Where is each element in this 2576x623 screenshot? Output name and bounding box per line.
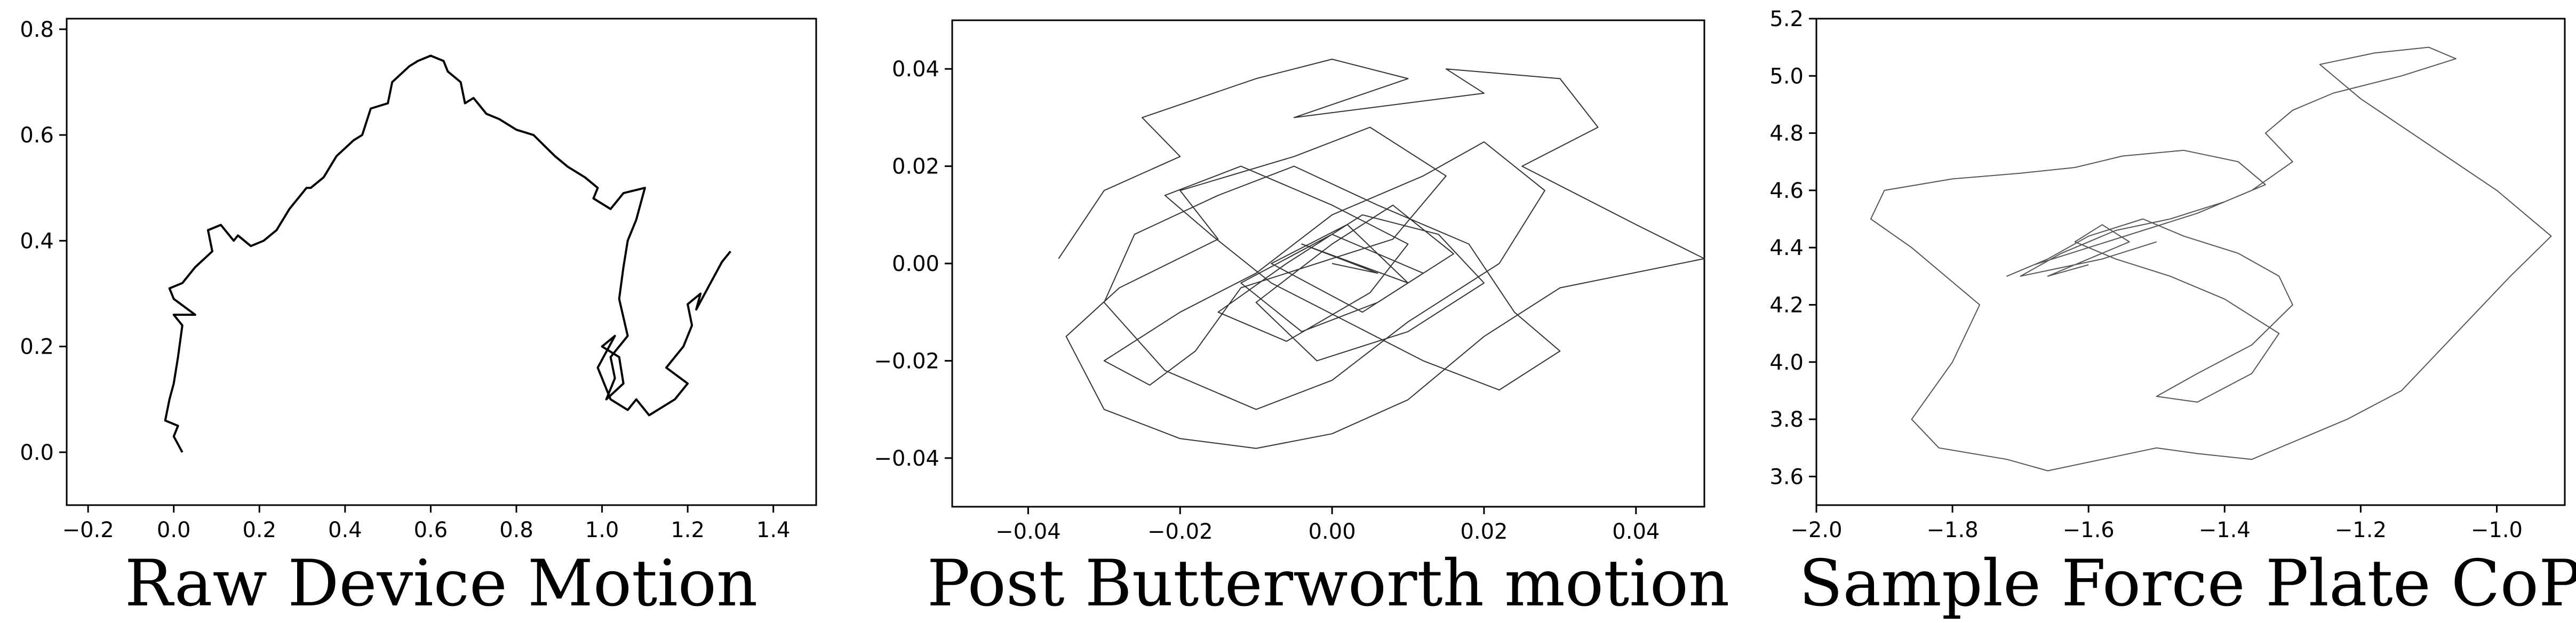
y-tick-label: 4.2 (1769, 293, 1804, 317)
series-line (1058, 59, 1705, 449)
y-tick-label: 0.4 (20, 229, 54, 253)
series-line (1870, 46, 2552, 472)
x-tick-label: −1.2 (2335, 518, 2387, 542)
y-tick-label: 0.2 (20, 335, 54, 360)
series-lines (164, 54, 731, 453)
panel-title: Raw Device Motion (125, 547, 758, 621)
y-tick-label: 3.6 (1769, 465, 1804, 489)
series-lines (1870, 46, 2552, 472)
y-tick-label: 4.8 (1769, 122, 1804, 146)
panel-raw-device-motion: −0.2 0.0 0.2 0.4 0.6 0.8 1.0 1.2 1.4 0.00.20.40.… (20, 18, 817, 621)
x-axis-ticks: −0.2 0.0 0.2 0.4 0.6 0.8 1.0 1.2 1.4 (62, 505, 791, 542)
x-tick-label: 0.6 (414, 518, 448, 542)
panel-post-butterworth-motion: −0.04 −0.02 0.00 0.02 0.04 −0.04 −0.02 0.00 0.0… (874, 19, 1730, 621)
x-tick-label: 0.8 (499, 518, 533, 542)
panel-title: Sample Force Plate CoP (1799, 547, 2576, 621)
x-tick-label: −1.4 (2199, 518, 2251, 542)
y-tick-label: 0.6 (20, 123, 54, 148)
y-tick-label: 0.00 (892, 252, 939, 276)
y-tick-label: 0.8 (20, 18, 54, 42)
panel-title: Post Butterworth motion (927, 547, 1730, 621)
x-tick-label: 1.0 (585, 518, 619, 542)
y-tick-label: 4.4 (1769, 236, 1804, 260)
x-tick-label: 0.04 (1612, 520, 1660, 544)
x-tick-label: −2.0 (1790, 518, 1842, 542)
x-tick-label: 1.2 (671, 518, 705, 542)
y-axis-ticks: 0.0 0.2 0.4 0.6 0.8 (20, 18, 67, 465)
y-tick-label: 0.0 (20, 441, 54, 465)
x-tick-label: −0.2 (62, 518, 114, 542)
x-axis-ticks: −0.04 −0.02 0.00 0.02 0.04 (995, 507, 1660, 544)
series-line (164, 54, 731, 453)
y-tick-label: 4.0 (1769, 350, 1804, 375)
y-tick-label: 0.04 (892, 57, 939, 82)
panel-sample-force-plate-cop: −2.0 −1.8 −1.6 −1.4 −1.2 −1.0 3.6 3.8 4.0 4.2 4.4… (1769, 7, 2576, 621)
y-axis-ticks: −0.04 −0.02 0.00 0.02 0.04 (874, 57, 952, 471)
y-tick-label: 5.0 (1769, 64, 1804, 89)
y-tick-label: 5.2 (1769, 7, 1804, 31)
plot-frame (1815, 18, 2566, 506)
y-tick-label: −0.04 (874, 446, 939, 471)
x-tick-label: 0.2 (242, 518, 276, 542)
y-tick-label: −0.02 (874, 349, 939, 373)
y-axis-ticks: 3.6 3.8 4.0 4.2 4.4 4.6 4.8 5.0 5.2 (1769, 7, 1816, 489)
x-tick-label: 1.4 (756, 518, 791, 542)
x-tick-label: 0.02 (1460, 520, 1508, 544)
plot-frame (66, 18, 817, 506)
x-tick-label: 0.0 (157, 518, 191, 542)
x-axis-ticks: −2.0 −1.8 −1.6 −1.4 −1.2 −1.0 (1790, 505, 2523, 542)
x-tick-label: −0.04 (995, 520, 1061, 544)
x-tick-label: −0.02 (1147, 520, 1213, 544)
x-tick-label: 0.00 (1309, 520, 1356, 544)
x-tick-label: −1.0 (2471, 518, 2523, 542)
series-lines (1058, 59, 1705, 449)
y-tick-label: 3.8 (1769, 408, 1804, 432)
x-tick-label: −1.6 (2063, 518, 2115, 542)
y-tick-label: 4.6 (1769, 179, 1804, 203)
y-tick-label: 0.02 (892, 155, 939, 179)
x-tick-label: 0.4 (328, 518, 362, 542)
x-tick-label: −1.8 (1927, 518, 1979, 542)
